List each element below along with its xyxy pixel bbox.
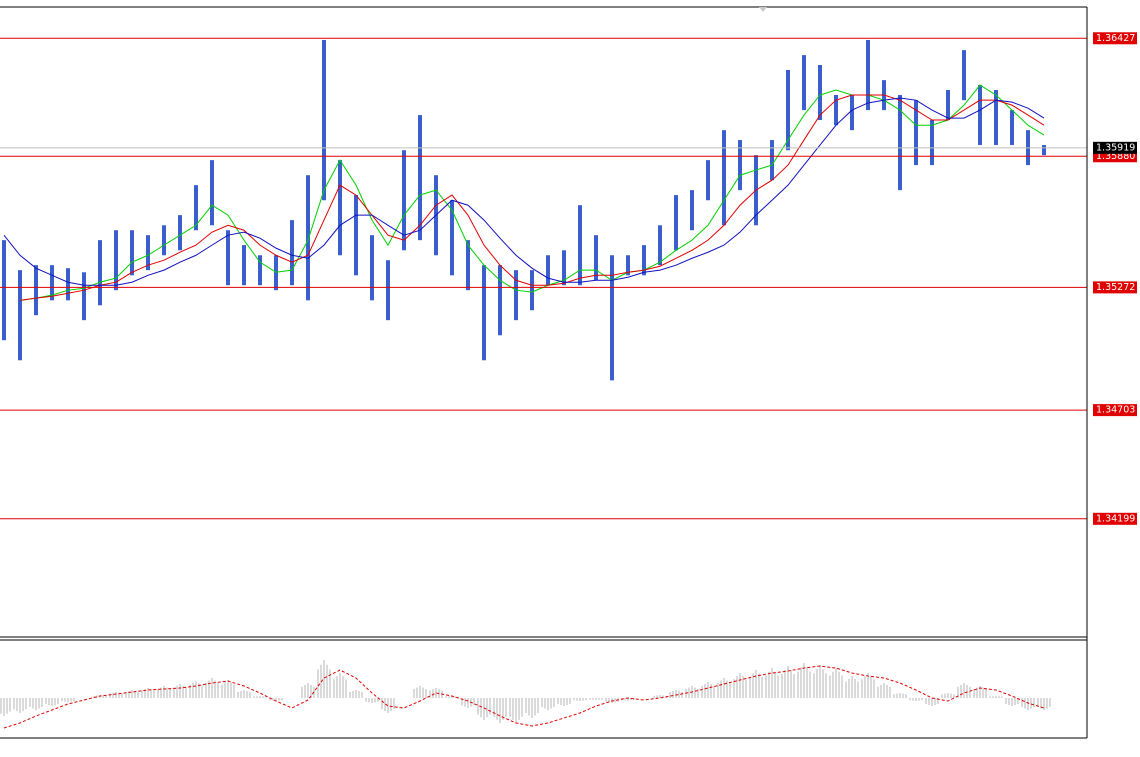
price-bar xyxy=(82,272,86,321)
price-bar xyxy=(1042,145,1046,156)
price-bar xyxy=(690,190,694,231)
price-bar xyxy=(1010,110,1014,146)
price-bar xyxy=(850,94,854,131)
plot-layer xyxy=(0,37,1087,729)
price-bar xyxy=(338,160,342,256)
price-bar xyxy=(482,265,486,361)
price-bar xyxy=(914,100,918,166)
price-bar xyxy=(674,195,678,251)
price-bar xyxy=(770,140,774,181)
price-bar xyxy=(578,205,582,286)
price-bar xyxy=(466,240,470,291)
price-bar xyxy=(834,94,838,126)
price-bar xyxy=(898,94,902,191)
price-bar xyxy=(98,240,102,306)
price-bar xyxy=(546,255,550,286)
price-bar xyxy=(706,160,710,201)
price-bar xyxy=(418,115,422,241)
axis-layer xyxy=(0,6,1088,739)
price-bar xyxy=(450,200,454,276)
price-bar xyxy=(178,215,182,251)
moving-average-line xyxy=(19,84,1045,301)
price-bar xyxy=(930,120,934,166)
price-bar xyxy=(946,90,950,121)
price-bar xyxy=(786,69,790,151)
price-bar xyxy=(210,160,214,226)
price-bar xyxy=(802,55,806,111)
price-bar xyxy=(162,225,166,256)
price-bar xyxy=(626,255,630,276)
shift-marker xyxy=(759,7,767,12)
price-bar xyxy=(514,270,518,321)
price-bar xyxy=(130,230,134,276)
level-label: 1.34199 xyxy=(1096,513,1135,524)
price-bar xyxy=(34,265,38,316)
price-bar xyxy=(658,225,662,266)
price-bar xyxy=(18,270,22,361)
price-bar xyxy=(498,265,502,336)
price-bar xyxy=(2,240,6,341)
price-bar xyxy=(242,245,246,286)
price-bar xyxy=(386,260,390,321)
price-bar xyxy=(402,150,406,251)
price-bar xyxy=(194,185,198,231)
price-bar xyxy=(994,90,998,146)
price-bar xyxy=(354,195,358,276)
price-bar xyxy=(530,270,534,311)
price-bar xyxy=(322,39,326,201)
price-bar xyxy=(258,255,262,286)
price-bar xyxy=(962,50,966,101)
price-bar xyxy=(226,230,230,286)
price-bar xyxy=(978,85,982,146)
price-bar xyxy=(722,130,726,226)
level-label-box xyxy=(1093,281,1137,294)
level-label: 1.34703 xyxy=(1096,405,1135,416)
level-label-box xyxy=(1093,404,1137,417)
moving-average-line xyxy=(19,94,1045,301)
level-label: 1.36427 xyxy=(1096,33,1135,44)
price-bar xyxy=(642,245,646,276)
price-bar xyxy=(818,65,822,121)
price-bar xyxy=(306,175,310,301)
price-bar xyxy=(114,230,118,291)
level-label: 1.35880 xyxy=(1096,151,1135,162)
level-label-box xyxy=(1093,32,1137,45)
price-bar xyxy=(146,235,150,271)
level-label: 1.35272 xyxy=(1096,282,1135,293)
moving-average-line xyxy=(3,97,1045,286)
price-bar xyxy=(290,220,294,286)
price-bar xyxy=(50,265,54,301)
price-bar xyxy=(370,235,374,301)
label-layer: 1.36427 1.35880 1.35272 1.34703 1.34199 1.359… xyxy=(1093,32,1137,525)
current-price-label: 1.35919 xyxy=(1096,142,1135,153)
price-bar xyxy=(562,250,566,286)
price-bar xyxy=(866,39,870,111)
price-bar xyxy=(66,268,70,301)
level-label-box xyxy=(1093,512,1137,525)
price-bar xyxy=(738,140,742,191)
price-bar xyxy=(594,235,598,281)
current-price-box xyxy=(1093,141,1137,154)
price-bar xyxy=(610,255,614,381)
